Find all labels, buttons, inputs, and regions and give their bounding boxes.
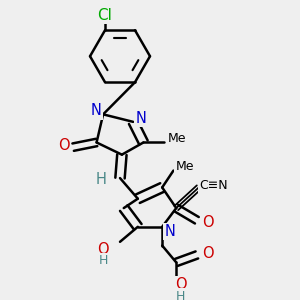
Text: O: O bbox=[175, 278, 187, 292]
Text: N: N bbox=[164, 224, 175, 239]
Text: O: O bbox=[202, 214, 214, 230]
Text: H: H bbox=[96, 172, 107, 188]
Text: Cl: Cl bbox=[98, 8, 112, 23]
Text: N: N bbox=[90, 103, 101, 118]
Text: H: H bbox=[98, 254, 108, 267]
Text: N: N bbox=[135, 111, 146, 126]
Text: Me: Me bbox=[168, 132, 186, 145]
Text: O: O bbox=[58, 138, 70, 153]
Text: O: O bbox=[97, 242, 109, 257]
Text: H: H bbox=[176, 290, 186, 300]
Text: C≡N: C≡N bbox=[200, 179, 228, 192]
Text: Me: Me bbox=[176, 160, 194, 173]
Text: O: O bbox=[202, 246, 214, 261]
